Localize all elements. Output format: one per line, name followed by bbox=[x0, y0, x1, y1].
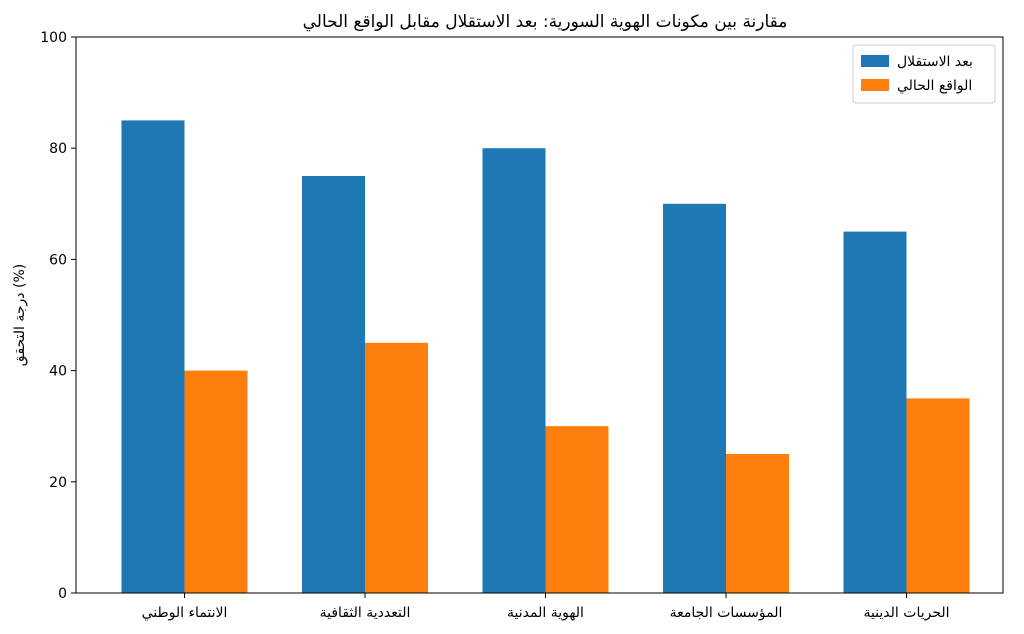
y-tick-label: 20 bbox=[49, 475, 67, 491]
y-axis-label: درجة التحقق (%) bbox=[12, 264, 28, 366]
bar-series2-0 bbox=[184, 370, 248, 593]
x-tick-label: المؤسسات الجامعة bbox=[670, 605, 783, 621]
y-tick-label: 60 bbox=[49, 252, 67, 268]
bar-series1-0 bbox=[121, 120, 185, 594]
x-tick-label: الحريات الدينية bbox=[863, 605, 949, 621]
y-tick-label: 80 bbox=[49, 141, 67, 157]
plot-frame bbox=[75, 36, 1004, 594]
legend-label: بعد الاستقلال bbox=[897, 54, 973, 70]
legend: بعد الاستقلال الواقع الحالي bbox=[852, 44, 996, 104]
chart-title: مقارنة بين مكونات الهوية السورية: بعد ال… bbox=[303, 12, 788, 32]
bar-series1-3 bbox=[663, 203, 726, 594]
y-tick-label: 0 bbox=[58, 586, 67, 602]
x-axis-ticks: الانتماء الوطني التعددية الثقافية الهوية ا… bbox=[142, 593, 950, 621]
y-tick-label: 100 bbox=[40, 30, 67, 46]
legend-swatch bbox=[861, 55, 889, 67]
bar-series2-4 bbox=[906, 398, 970, 593]
bar-series2-2 bbox=[545, 426, 609, 593]
bar-series1-2 bbox=[482, 148, 546, 593]
bar-series2-3 bbox=[726, 454, 789, 593]
x-tick-label: الانتماء الوطني bbox=[142, 605, 228, 621]
bar-series1-1 bbox=[302, 176, 365, 593]
bars-group bbox=[121, 120, 970, 594]
legend-swatch bbox=[861, 79, 889, 91]
legend-label: الواقع الحالي bbox=[897, 78, 972, 94]
bar-series1-4 bbox=[843, 231, 907, 593]
bar-series2-1 bbox=[365, 342, 428, 593]
y-tick-label: 40 bbox=[49, 364, 67, 380]
y-axis-ticks: 0 20 40 60 80 100 bbox=[40, 30, 76, 602]
x-tick-label: التعددية الثقافية bbox=[320, 605, 411, 621]
x-tick-label: الهوية المدنية bbox=[507, 605, 584, 621]
